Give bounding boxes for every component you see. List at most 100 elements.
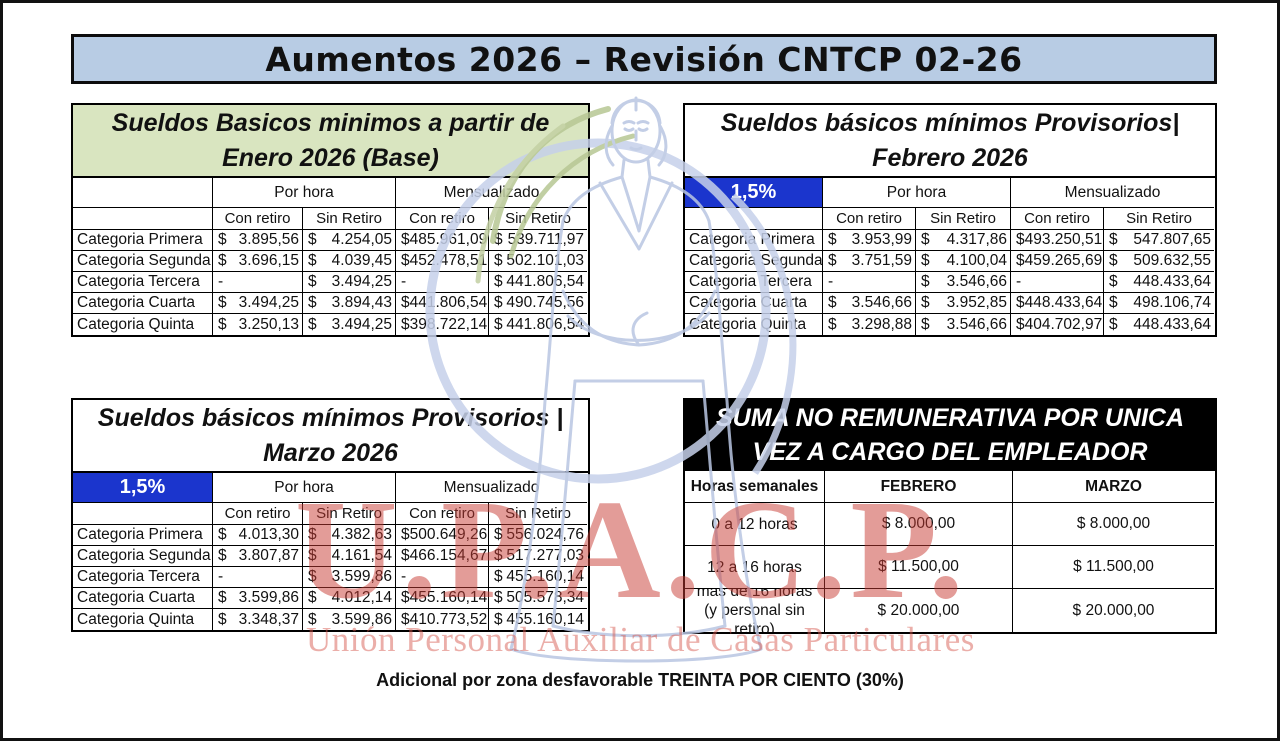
value-cell: $3.952,85 — [916, 293, 1011, 314]
table-base-title: Sueldos Basicos minimos a partir de Ener… — [73, 105, 588, 178]
sub-header-cell: Con retiro — [396, 208, 489, 230]
sub-header-cell: Con retiro — [396, 503, 489, 525]
value-cell: $4.013,30 — [213, 525, 303, 546]
value-cell: $3.546,66 — [916, 314, 1011, 335]
table-base-enero: Sueldos Basicos minimos a partir de Ener… — [71, 103, 590, 337]
category-label-cell: Categoria Segunda — [685, 251, 823, 272]
category-label-cell: Categoria Primera — [685, 230, 823, 251]
value-cell: $4.012,14 — [303, 588, 396, 609]
category-label-cell: Categoria Tercera — [73, 272, 213, 293]
value-cell: $448.433,64 — [1011, 293, 1104, 314]
value-cell: $441.806,54 — [396, 293, 489, 314]
table-suma-title-line1: SUMA NO REMUNERATIVA POR UNICA — [715, 403, 1185, 432]
value-cell: $455.160,14 — [396, 588, 489, 609]
value-cell: $410.773,52 — [396, 609, 489, 630]
amount-cell: $ 11.500,00 — [1013, 546, 1214, 589]
value-cell: - — [823, 272, 916, 293]
value-cell: $556.024,76 — [489, 525, 587, 546]
page-title-text: Aumentos 2026 – Revisión CNTCP 02-26 — [265, 39, 1023, 79]
table-febrero-title-line2: Febrero 2026 — [872, 143, 1028, 172]
group-header-cell: Por hora — [213, 473, 396, 503]
value-cell: $3.250,13 — [213, 314, 303, 335]
value-cell: $448.433,64 — [1109, 315, 1211, 333]
amount-cell: $ 11.500,00 — [825, 546, 1013, 589]
sub-header-cell: Sin Retiro — [303, 503, 396, 525]
corner-cell — [685, 208, 823, 230]
value-cell: $455.160,14 — [489, 567, 587, 588]
value-cell: $3.807,87 — [213, 546, 303, 567]
value-cell: $4.039,45 — [303, 251, 396, 272]
sub-header-cell: Sin Retiro — [489, 208, 587, 230]
value-cell: $3.546,66 — [823, 293, 916, 314]
value-cell: $3.348,37 — [213, 609, 303, 630]
value-cell: $493.250,51 — [1011, 230, 1104, 251]
sub-header-cell: Sin Retiro — [303, 208, 396, 230]
value-cell: $459.265,69 — [1011, 251, 1104, 272]
category-label-cell: Categoria Cuarta — [73, 293, 213, 314]
sub-header-cell: Con retiro — [213, 208, 303, 230]
category-label-cell: Categoria Primera — [73, 525, 213, 546]
value-cell: $3.599,86 — [213, 588, 303, 609]
table-marzo-title-line2: Marzo 2026 — [263, 438, 398, 467]
value-cell: $3.895,56 — [213, 230, 303, 251]
category-label-cell: Categoria Primera — [73, 230, 213, 251]
table-marzo-title-line1: Sueldos básicos mínimos Provisorios | — [97, 403, 564, 432]
value-cell: $505.578,34 — [489, 588, 587, 609]
value-cell: - — [1011, 272, 1104, 293]
value-cell: $4.161,54 — [303, 546, 396, 567]
hours-label-cell: mas de 16 horas (y personal sin retiro) — [685, 589, 825, 632]
value-cell: $452.478,51 — [396, 251, 489, 272]
category-label-cell: Categoria Tercera — [685, 272, 823, 293]
group-header-cell: Mensualizado — [396, 178, 587, 208]
table-base-title-line1: Sueldos Basicos minimos a partir de — [111, 108, 550, 137]
value-cell: - — [396, 272, 489, 293]
suma-header-cell: MARZO — [1013, 471, 1214, 503]
value-cell: $509.632,55 — [1104, 251, 1214, 272]
value-cell: $539.711,97 — [489, 230, 587, 251]
group-header-cell: Mensualizado — [1011, 178, 1214, 208]
category-label-cell: Categoria Segunda — [73, 546, 213, 567]
value-cell: - — [396, 567, 489, 588]
category-label-cell: Categoria Quinta — [73, 314, 213, 335]
value-cell: $3.546,66 — [916, 272, 1011, 293]
category-label-cell: Categoria Cuarta — [73, 588, 213, 609]
table-provisorio-febrero: Sueldos básicos mínimos Provisorios| Feb… — [683, 103, 1217, 337]
value-cell: $4.100,04 — [916, 251, 1011, 272]
category-label-cell: Categoria Cuarta — [685, 293, 823, 314]
zone-bonus-note: Adicional por zona desfavorable TREINTA … — [376, 670, 904, 690]
value-cell: $3.494,25 — [303, 314, 396, 335]
amount-cell: $ 8.000,00 — [1013, 503, 1214, 546]
value-cell: $466.154,67 — [396, 546, 489, 567]
value-cell: $448.433,64 — [1104, 272, 1214, 293]
table-suma-title: SUMA NO REMUNERATIVA POR UNICA VEZ A CAR… — [685, 400, 1215, 471]
sub-header-cell: Sin Retiro — [1104, 208, 1214, 230]
percent-badge: 1,5% — [73, 473, 213, 503]
group-header-cell: Mensualizado — [396, 473, 587, 503]
value-cell: $485.961,09 — [396, 230, 489, 251]
corner-cell — [73, 503, 213, 525]
group-header-cell: Por hora — [823, 178, 1011, 208]
table-marzo-grid: 1,5% Por hora Mensualizado Con retiro Si… — [73, 473, 588, 630]
suma-header-cell: FEBRERO — [825, 471, 1013, 503]
value-cell: $4.317,86 — [916, 230, 1011, 251]
table-suma-title-line2: VEZ A CARGO DEL EMPLEADOR — [752, 437, 1148, 466]
value-cell: - — [213, 567, 303, 588]
corner-cell — [73, 178, 213, 208]
value-cell: $3.494,25 — [303, 272, 396, 293]
page-title: Aumentos 2026 – Revisión CNTCP 02-26 — [71, 34, 1217, 84]
amount-cell: $ 20.000,00 — [1072, 601, 1155, 619]
category-label-cell: Categoria Tercera — [73, 567, 213, 588]
table-suma-grid: Horas semanales FEBRERO MARZO 0 a 12 hor… — [685, 471, 1215, 632]
table-base-grid: Por hora Mensualizado Con retiro Sin Ret… — [73, 178, 588, 335]
value-cell: $441.806,54 — [489, 272, 587, 293]
value-cell: $3.894,43 — [303, 293, 396, 314]
hours-label-cell: 12 a 16 horas — [685, 546, 825, 589]
sub-header-cell: Con retiro — [1011, 208, 1104, 230]
category-label-cell: Categoria Quinta — [73, 609, 213, 630]
sub-header-cell: Sin Retiro — [916, 208, 1011, 230]
value-cell: $455.160,14 — [494, 610, 584, 628]
value-cell: $3.751,59 — [823, 251, 916, 272]
category-label-cell: Categoria Segunda — [73, 251, 213, 272]
value-cell: $441.806,54 — [494, 315, 584, 333]
